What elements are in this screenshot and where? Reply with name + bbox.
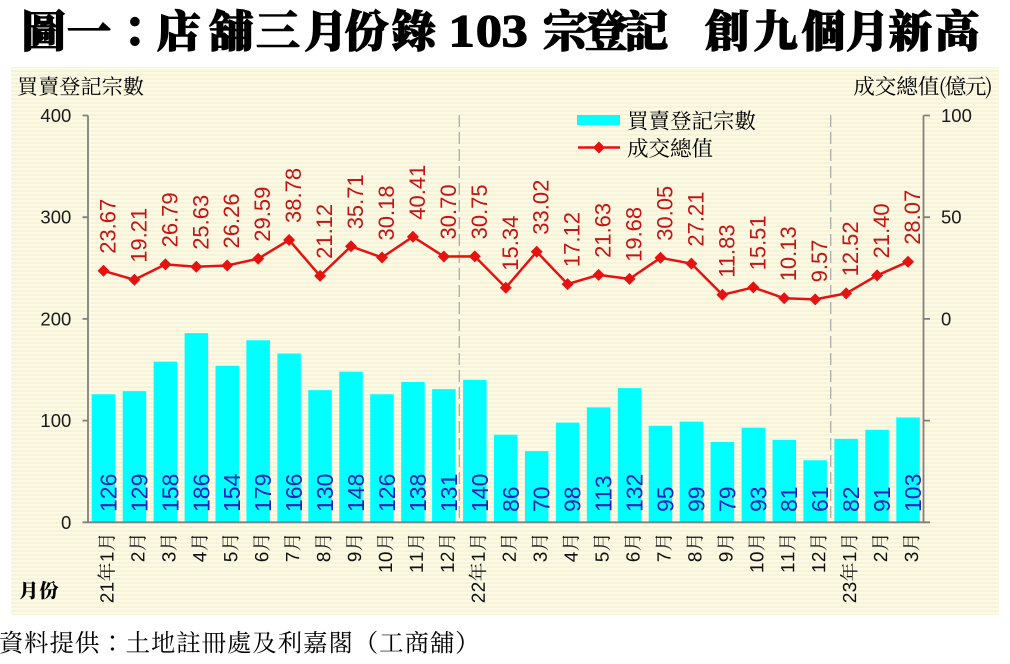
svg-text:91: 91	[869, 486, 895, 512]
svg-text:30.05: 30.05	[653, 186, 678, 241]
svg-text:21.12: 21.12	[312, 204, 337, 259]
svg-text:129: 129	[126, 474, 152, 512]
svg-text:9.57: 9.57	[807, 240, 832, 283]
svg-text:10.13: 10.13	[776, 226, 801, 281]
svg-text:29.59: 29.59	[250, 187, 275, 242]
svg-text:21.40: 21.40	[869, 203, 894, 258]
svg-text:130: 130	[312, 474, 338, 512]
svg-text:300: 300	[40, 207, 71, 228]
svg-text:17.12: 17.12	[560, 212, 585, 267]
svg-text:23.67: 23.67	[96, 199, 121, 254]
svg-text:70: 70	[529, 486, 555, 512]
svg-text:158: 158	[157, 474, 183, 512]
svg-text:27.21: 27.21	[683, 192, 708, 247]
svg-text:86: 86	[498, 486, 524, 512]
svg-text:81: 81	[776, 486, 802, 512]
svg-text:12.52: 12.52	[838, 221, 863, 276]
svg-text:82: 82	[838, 486, 864, 512]
svg-text:26.26: 26.26	[219, 193, 244, 248]
svg-text:28.07: 28.07	[900, 190, 925, 245]
svg-text:33.02: 33.02	[529, 180, 554, 235]
svg-text:21.63: 21.63	[591, 203, 616, 258]
svg-text:11.83: 11.83	[714, 224, 739, 277]
svg-text:103: 103	[900, 474, 926, 512]
svg-text:38.78: 38.78	[281, 168, 306, 223]
svg-text:98: 98	[560, 486, 586, 512]
svg-text:79: 79	[714, 486, 740, 512]
svg-text:30.18: 30.18	[374, 185, 399, 240]
svg-text:100: 100	[941, 105, 972, 126]
svg-text:50: 50	[941, 207, 962, 228]
svg-text:179: 179	[250, 474, 276, 512]
svg-text:132: 132	[622, 474, 648, 512]
svg-text:15.34: 15.34	[498, 216, 523, 271]
svg-text:93: 93	[745, 486, 771, 512]
svg-text:19.21: 19.21	[126, 208, 151, 263]
svg-text:26.79: 26.79	[157, 192, 182, 247]
svg-text:131: 131	[436, 474, 462, 512]
svg-text:400: 400	[40, 105, 71, 126]
svg-text:100: 100	[40, 410, 71, 431]
svg-text:126: 126	[374, 474, 400, 512]
svg-text:19.68: 19.68	[622, 207, 647, 262]
svg-text:61: 61	[807, 486, 833, 512]
svg-text:0: 0	[61, 512, 71, 533]
svg-text:15.51: 15.51	[745, 215, 770, 270]
svg-text:166: 166	[281, 474, 307, 512]
svg-text:40.41: 40.41	[405, 165, 430, 220]
svg-text:138: 138	[405, 474, 431, 512]
svg-text:30.70: 30.70	[436, 184, 461, 239]
svg-text:35.71: 35.71	[343, 174, 368, 229]
svg-text:25.63: 25.63	[188, 195, 213, 250]
svg-text:30.75: 30.75	[467, 184, 492, 239]
svg-text:126: 126	[96, 474, 122, 512]
svg-text:154: 154	[219, 473, 245, 512]
svg-text:140: 140	[467, 474, 493, 512]
svg-text:113: 113	[591, 475, 617, 512]
svg-text:0: 0	[941, 308, 951, 329]
svg-text:95: 95	[653, 486, 679, 512]
svg-text:186: 186	[188, 474, 214, 512]
svg-text:99: 99	[683, 486, 709, 512]
svg-text:148: 148	[343, 474, 369, 512]
svg-text:200: 200	[40, 308, 71, 329]
